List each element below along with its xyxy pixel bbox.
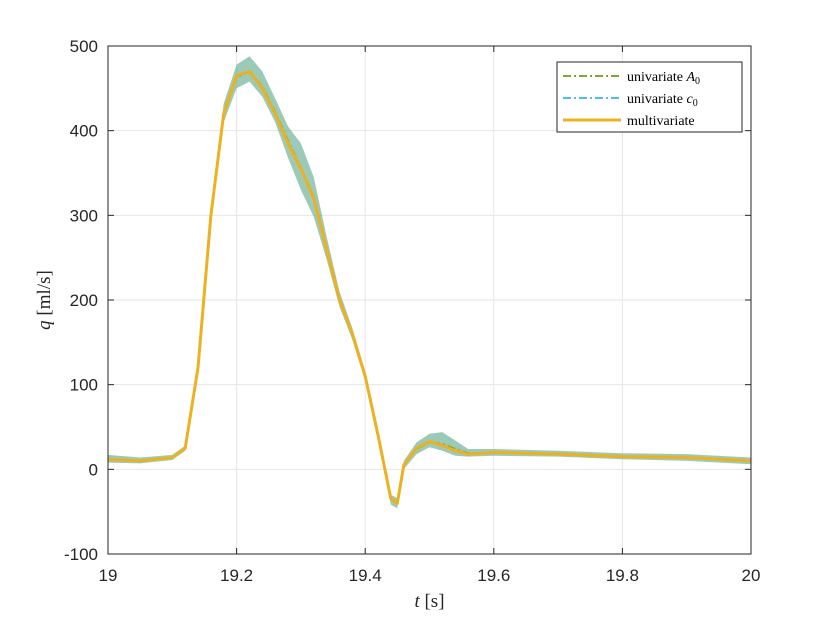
y-axis-label: q [ml/s] [34, 270, 55, 330]
y-tick-label-4: 300 [70, 206, 98, 225]
x-tick-label-4: 19.8 [606, 566, 639, 585]
y-axis-unit: [ml/s] [34, 270, 55, 320]
legend-subscript-univariate_A0: 0 [695, 76, 700, 87]
x-axis-label: t [s] [414, 591, 444, 612]
legend-subscript-univariate_c0: 0 [693, 98, 698, 109]
axes [107, 45, 752, 555]
legend-text-univariate_A0: univariate [627, 70, 686, 85]
x-tick-label-0: 19 [99, 566, 118, 585]
x-tick-label-3: 19.6 [477, 566, 510, 585]
x-tick-label-1: 19.2 [220, 566, 253, 585]
y-tick-label-6: 500 [70, 37, 98, 56]
y-tick-label-2: 100 [70, 376, 98, 395]
legend-text-univariate_c0: univariate [627, 92, 686, 107]
legend-symbol-univariate_c0: c [686, 92, 693, 107]
series-line-multivariate [107, 69, 752, 505]
axis-labels: t [s] q [ml/s] [34, 270, 445, 612]
y-tick-label-3: 200 [70, 291, 98, 310]
x-tick-label-5: 20 [742, 566, 761, 585]
legend-label-multivariate: multivariate [627, 114, 695, 129]
y-axis-var: q [34, 320, 55, 330]
y-tick-label-1: 0 [89, 460, 98, 479]
x-tick-label-2: 19.4 [349, 566, 382, 585]
legend-label-univariate_c0: univariate c0 [627, 92, 698, 109]
tick-labels: 19 19.2 19.4 19.6 19.8 20 -100 0 100 200 300 400 500 [64, 37, 760, 585]
x-axis-unit: [s] [420, 591, 445, 612]
legend-label-univariate_A0: univariate A0 [627, 70, 700, 87]
plot-area [107, 56, 752, 509]
y-tick-label-0: -100 [64, 545, 98, 564]
y-tick-label-5: 400 [70, 122, 98, 141]
x-axis-var: t [414, 591, 420, 612]
legend-symbol-univariate_A0: A [685, 70, 695, 85]
legend-text-multivariate: multivariate [627, 114, 695, 129]
